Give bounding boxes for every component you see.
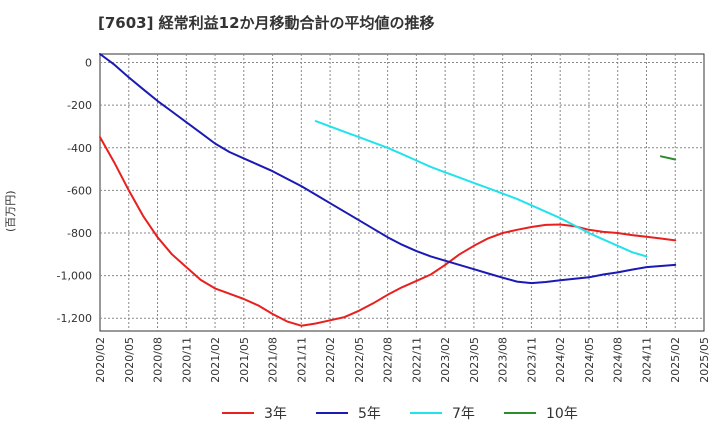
- legend-label: 7年: [452, 406, 475, 422]
- legend-label: 10年: [546, 406, 578, 422]
- x-tick-label: 2024/11: [640, 337, 653, 383]
- y-tick-label: 0: [85, 57, 92, 70]
- x-tick-label: 2023/08: [497, 337, 510, 383]
- x-tick-label: 2020/08: [152, 337, 165, 383]
- x-tick-label: 2023/11: [525, 337, 538, 383]
- x-tick-label: 2024/08: [612, 337, 625, 383]
- y-tick-label: -1,200: [57, 312, 92, 325]
- y-tick-label: -200: [67, 99, 92, 112]
- x-tick-label: 2021/05: [238, 337, 251, 383]
- legend: 3年 5年 7年 10年: [222, 406, 578, 422]
- series-line-3: [659, 155, 677, 161]
- x-tick-label: 2020/02: [94, 337, 107, 383]
- x-tick-label: 2020/11: [180, 337, 193, 383]
- x-tick-label: 2024/02: [554, 337, 567, 383]
- chart-title: [7603] 経常利益12か月移動合計の平均値の推移: [98, 14, 435, 32]
- y-axis-ticks: 0 -200 -400 -600 -800 -1,000 -1,200: [57, 57, 92, 326]
- x-tick-label: 2022/02: [324, 337, 337, 383]
- x-axis-ticks: 2020/02 2020/05 2020/08 2020/11 2021/02 2021/…: [94, 337, 711, 383]
- y-tick-label: -400: [67, 142, 92, 155]
- y-tick-label: -800: [67, 227, 92, 240]
- x-tick-label: 2021/08: [267, 337, 280, 383]
- x-tick-label: 2023/02: [439, 337, 452, 383]
- x-tick-label: 2021/11: [295, 337, 308, 383]
- x-tick-label: 2023/05: [468, 337, 481, 383]
- series-line-2: [314, 120, 648, 258]
- y-tick-label: -1,000: [57, 270, 92, 283]
- x-tick-label: 2020/05: [123, 337, 136, 383]
- legend-label: 3年: [264, 406, 287, 422]
- x-tick-label: 2025/05: [698, 337, 711, 383]
- x-tick-label: 2022/08: [382, 337, 395, 383]
- y-tick-label: -600: [67, 184, 92, 197]
- x-tick-label: 2022/11: [410, 337, 423, 383]
- x-tick-label: 2025/02: [669, 337, 682, 383]
- x-tick-label: 2022/05: [353, 337, 366, 383]
- series-line-1: [99, 53, 677, 285]
- x-tick-label: 2021/02: [209, 337, 222, 383]
- plot-area: [99, 53, 705, 332]
- grid-lines: [100, 54, 704, 331]
- x-tick-label: 2024/05: [583, 337, 596, 383]
- series-lines: [99, 53, 677, 327]
- legend-label: 5年: [358, 406, 381, 422]
